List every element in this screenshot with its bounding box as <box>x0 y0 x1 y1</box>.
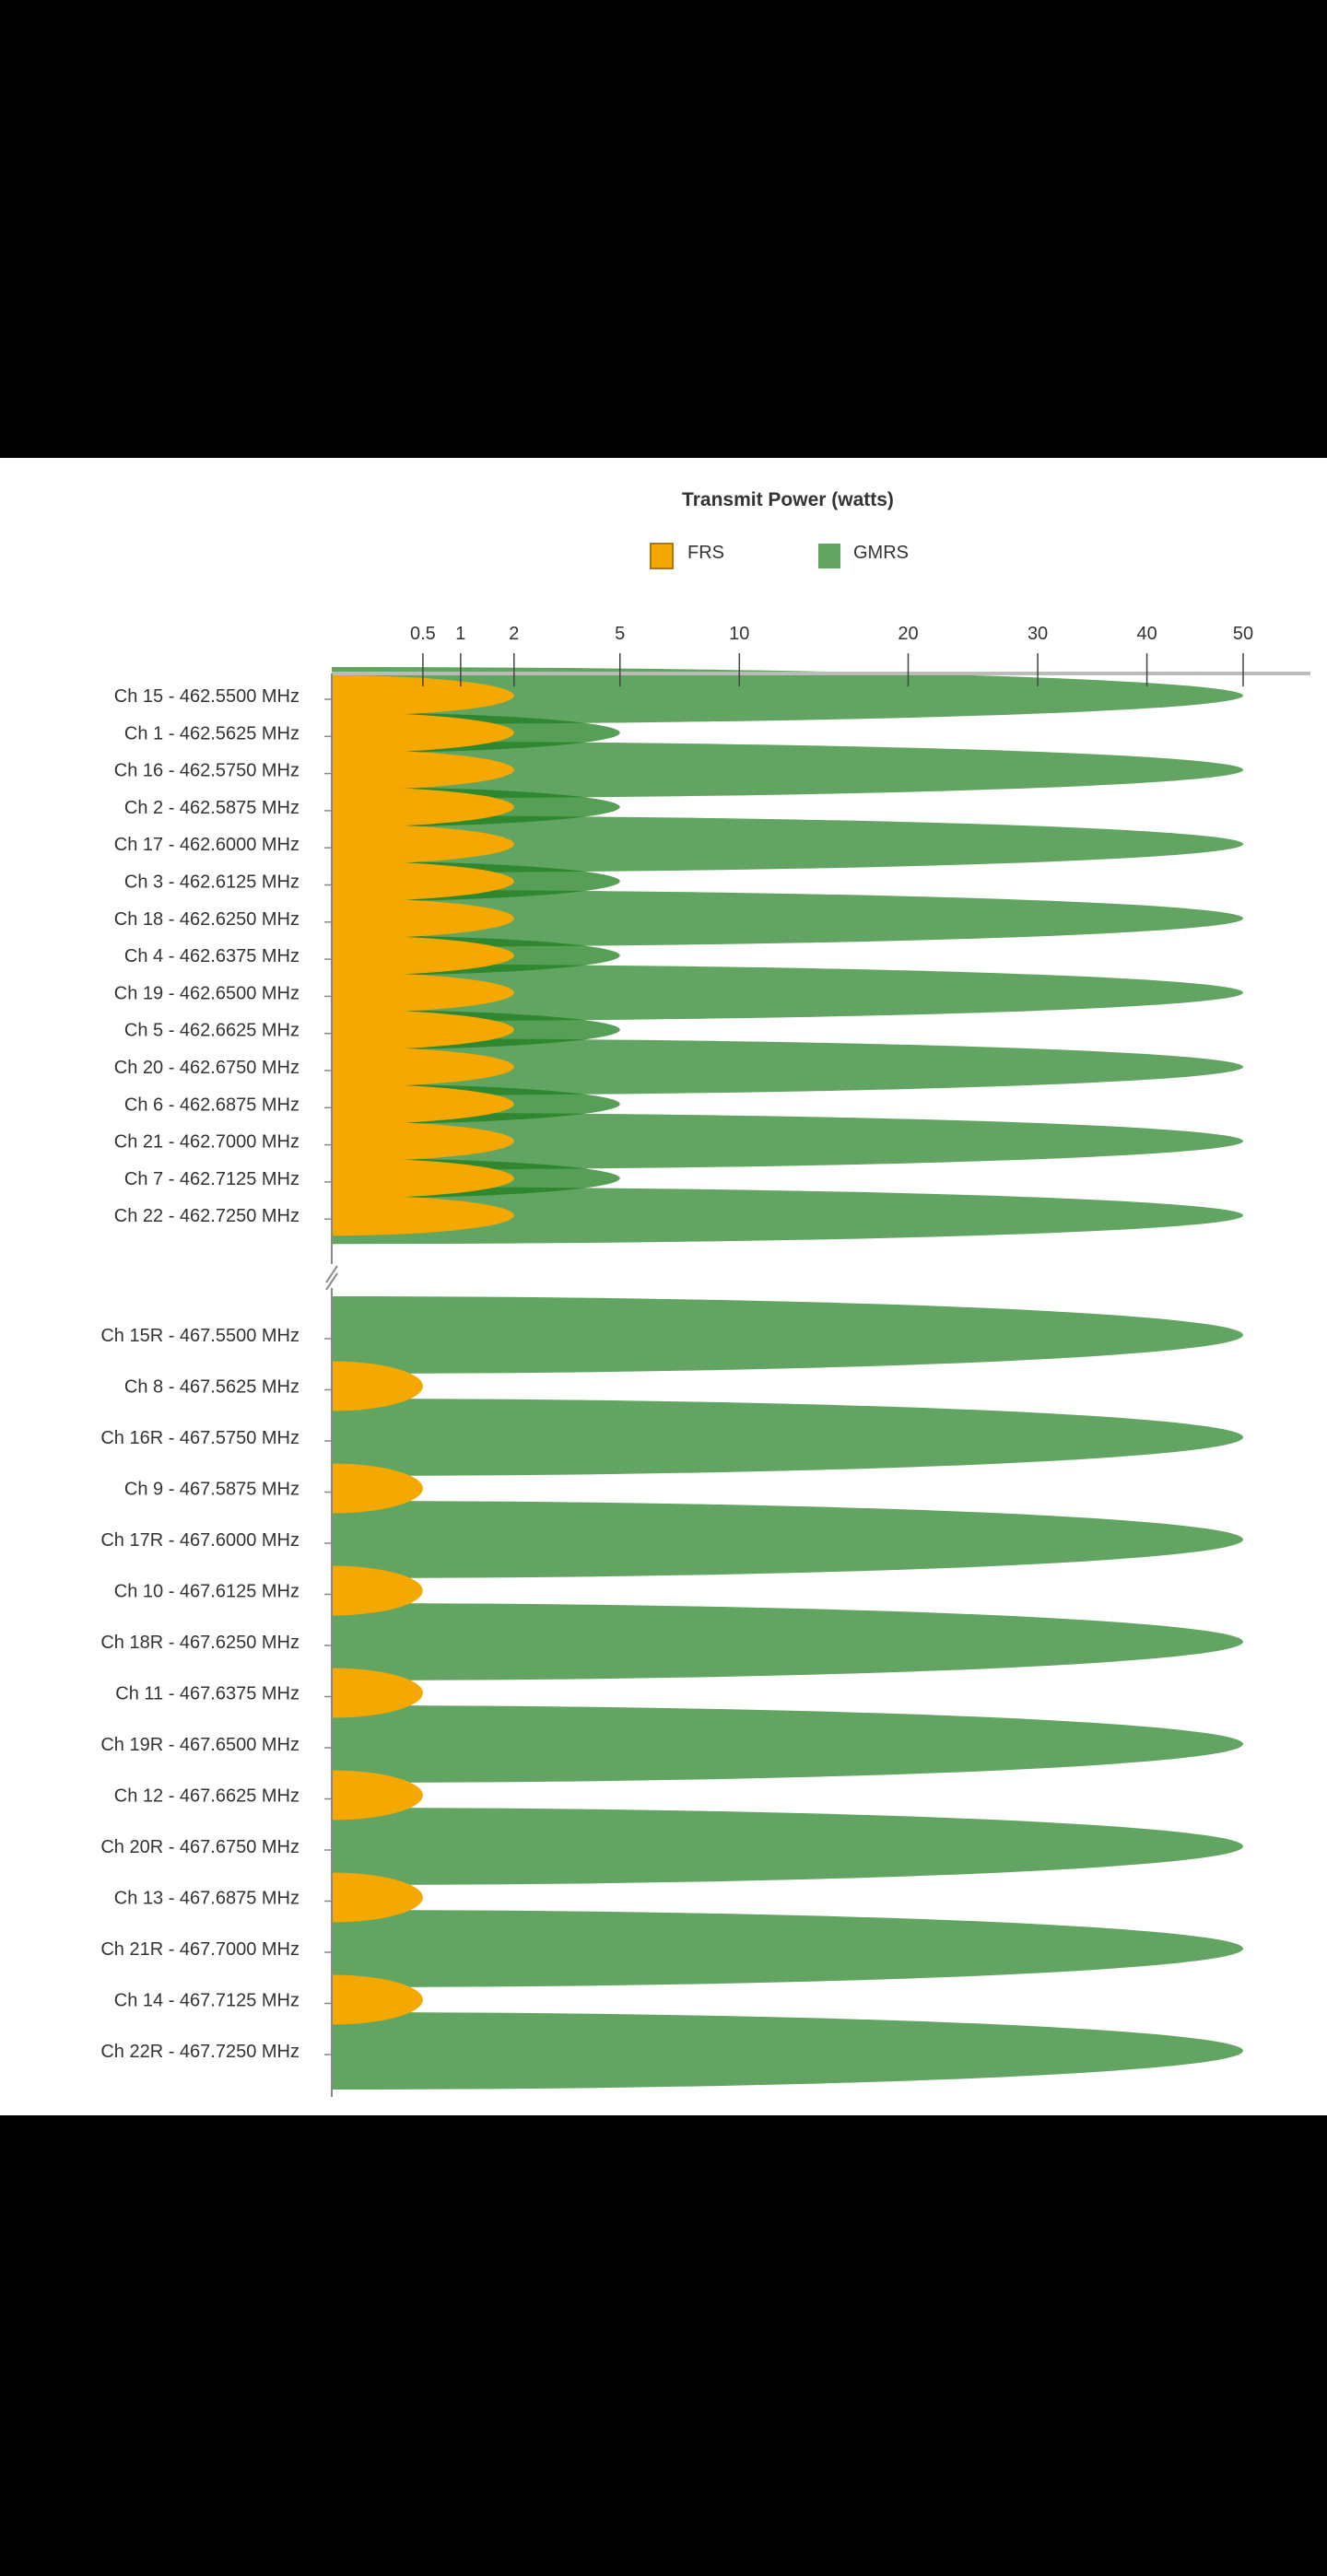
frs-bar <box>332 935 514 977</box>
frs-bar <box>332 1974 423 2025</box>
frs-bar <box>332 712 514 754</box>
channel-label: Ch 12 - 467.6625 MHz <box>114 1786 299 1807</box>
x-tick-label: 30 <box>1028 624 1048 644</box>
channel-label: Ch 15 - 462.5500 MHz <box>114 686 299 707</box>
legend-label-gmrs: GMRS <box>853 543 909 563</box>
channel-label: Ch 17R - 467.6000 MHz <box>100 1530 299 1551</box>
frs-bar <box>332 1157 514 1199</box>
channel-label: Ch 3 - 462.6125 MHz <box>124 872 299 893</box>
channel-label: Ch 5 - 462.6625 MHz <box>124 1021 299 1041</box>
frs-bar <box>332 1009 514 1050</box>
frs-bar <box>332 675 514 716</box>
frs-bar <box>332 1083 514 1125</box>
channel-label: Ch 13 - 467.6875 MHz <box>114 1889 299 1909</box>
channel-label: Ch 19 - 462.6500 MHz <box>114 983 299 1003</box>
gmrs-bar <box>332 1501 1243 1578</box>
channel-label: Ch 11 - 467.6375 MHz <box>115 1684 299 1704</box>
frs-bar <box>332 1463 423 1514</box>
x-tick-label: 2 <box>509 624 519 644</box>
gmrs-bar <box>332 2012 1243 2090</box>
gmrs-bar <box>332 1910 1243 1987</box>
channel-label: Ch 10 - 467.6125 MHz <box>114 1582 299 1602</box>
frs-bar <box>332 824 514 865</box>
legend-swatch-frs <box>650 543 674 569</box>
channel-label: Ch 9 - 467.5875 MHz <box>124 1480 299 1500</box>
channel-label: Ch 4 - 462.6375 MHz <box>124 946 299 966</box>
channel-label: Ch 1 - 462.5625 MHz <box>124 723 299 744</box>
channel-label: Ch 14 - 467.7125 MHz <box>114 1991 299 2011</box>
channel-label: Ch 17 - 462.6000 MHz <box>114 835 299 855</box>
frs-bar <box>332 861 514 902</box>
frs-bar <box>332 972 514 1013</box>
gmrs-bar <box>332 815 1243 873</box>
gmrs-bar <box>332 964 1243 1022</box>
legend-swatch-gmrs <box>818 544 840 568</box>
gmrs-bar <box>332 889 1244 947</box>
legend-label-frs: FRS <box>687 543 724 563</box>
gmrs-bar <box>332 1296 1243 1374</box>
axis-break-icon <box>325 1265 338 1291</box>
channel-label: Ch 21 - 462.7000 MHz <box>114 1132 299 1153</box>
gmrs-bar <box>332 1603 1243 1680</box>
channel-label: Ch 16R - 467.5750 MHz <box>100 1428 299 1448</box>
frs-bar <box>332 1195 514 1236</box>
channel-label: Ch 2 - 462.5875 MHz <box>124 798 299 818</box>
channel-label: Ch 20R - 467.6750 MHz <box>100 1837 299 1857</box>
channel-label: Ch 22R - 467.7250 MHz <box>100 2042 299 2062</box>
x-tick-label: 5 <box>615 624 625 644</box>
frs-bar <box>332 1872 423 1923</box>
channel-label: Ch 20 - 462.6750 MHz <box>114 1058 299 1078</box>
x-tick-label: 50 <box>1233 624 1253 644</box>
x-tick-label: 40 <box>1136 624 1157 644</box>
channel-label: Ch 8 - 467.5625 MHz <box>124 1377 299 1398</box>
channel-label: Ch 19R - 467.6500 MHz <box>100 1735 299 1755</box>
gmrs-bar <box>332 1808 1243 1885</box>
frs-bar <box>332 897 514 939</box>
x-tick-label: 10 <box>729 624 749 644</box>
gmrs-bar <box>332 741 1243 799</box>
channel-label: Ch 16 - 462.5750 MHz <box>114 761 299 781</box>
channel-label: Ch 7 - 462.7125 MHz <box>124 1169 299 1189</box>
gmrs-bar <box>332 667 1243 724</box>
x-tick-label: 20 <box>898 624 918 644</box>
frs-bar <box>332 786 514 827</box>
gmrs-bar <box>332 1399 1243 1476</box>
gmrs-bar <box>332 1112 1243 1170</box>
frs-bar <box>332 1770 423 1821</box>
frs-bar <box>332 1120 514 1162</box>
legend: FRS GMRS <box>650 543 909 569</box>
frs-bar <box>332 1668 423 1718</box>
gmrs-bar <box>332 1705 1243 1783</box>
frs-bar <box>332 749 514 790</box>
gmrs-bar <box>332 1038 1243 1095</box>
channel-label: Ch 18R - 467.6250 MHz <box>100 1633 299 1653</box>
x-tick-label: 0.5 <box>410 624 436 644</box>
channel-label: Ch 6 - 462.6875 MHz <box>124 1095 299 1115</box>
frs-bar <box>332 1565 423 1616</box>
channel-label: Ch 21R - 467.7000 MHz <box>100 1939 299 1960</box>
frs-bar <box>332 1047 514 1087</box>
channel-label: Ch 18 - 462.6250 MHz <box>114 909 299 930</box>
channel-label: Ch 22 - 462.7250 MHz <box>114 1206 299 1226</box>
channel-label: Ch 15R - 467.5500 MHz <box>100 1326 299 1346</box>
x-tick-label: 1 <box>455 624 465 644</box>
frs-bar <box>332 1361 423 1411</box>
gmrs-bar <box>332 1187 1243 1245</box>
chart-title: Transmit Power (watts) <box>682 489 894 510</box>
